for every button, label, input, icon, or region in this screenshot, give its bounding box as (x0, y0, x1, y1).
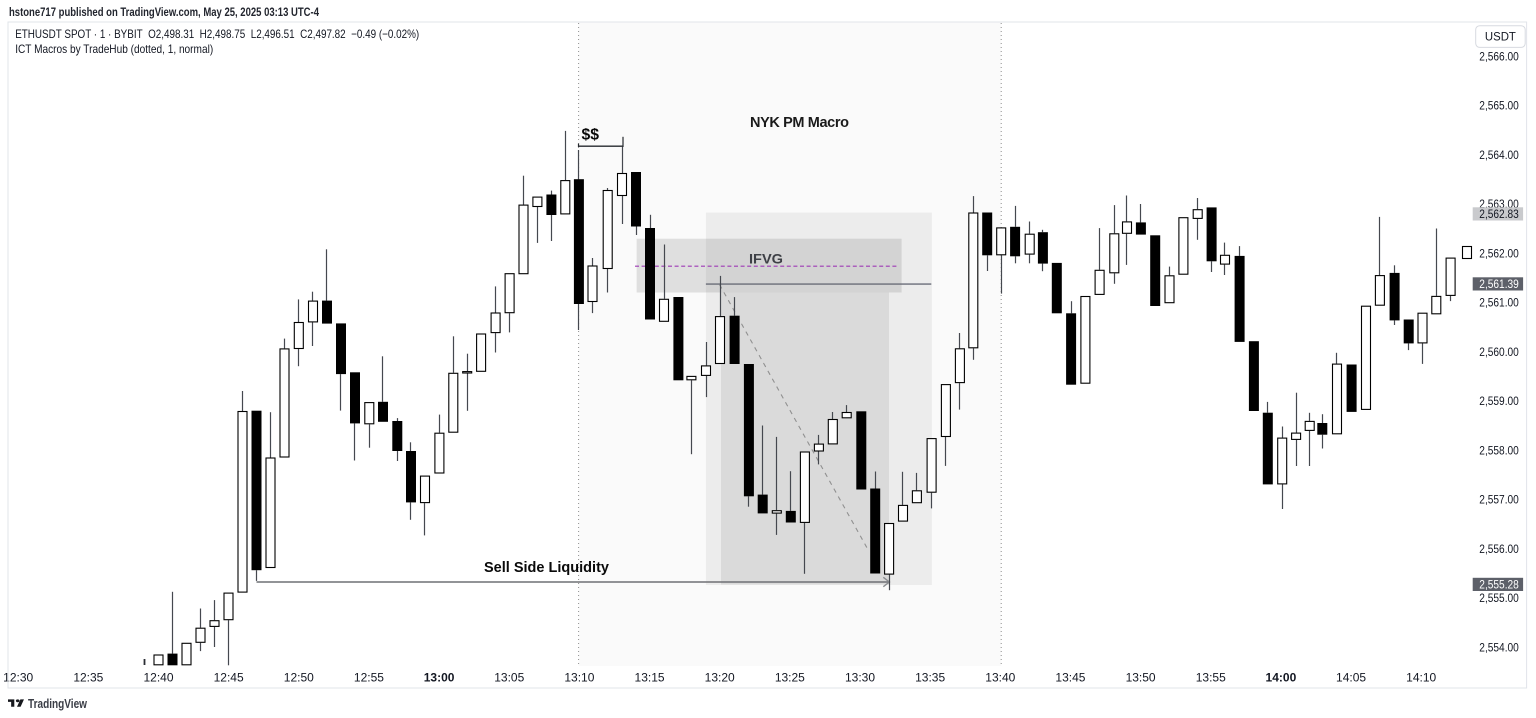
svg-text:14:05: 14:05 (1336, 671, 1366, 685)
svg-text:13:40: 13:40 (985, 671, 1015, 685)
svg-text:14:10: 14:10 (1406, 671, 1436, 685)
svg-text:2,561.39: 2,561.39 (1479, 279, 1519, 291)
svg-text:TradingView: TradingView (28, 696, 88, 711)
svg-text:2,559.00: 2,559.00 (1479, 396, 1519, 408)
svg-text:2,561.00: 2,561.00 (1479, 298, 1519, 310)
svg-text:2,560.00: 2,560.00 (1479, 347, 1519, 359)
svg-text:2,555.00: 2,555.00 (1479, 593, 1519, 605)
svg-text:14:00: 14:00 (1266, 671, 1297, 685)
svg-text:13:00: 13:00 (424, 671, 455, 685)
svg-text:13:50: 13:50 (1126, 671, 1156, 685)
svg-text:13:10: 13:10 (564, 671, 594, 685)
svg-text:13:25: 13:25 (775, 671, 805, 685)
svg-text:13:45: 13:45 (1055, 671, 1085, 685)
svg-text:13:35: 13:35 (915, 671, 945, 685)
svg-text:2,555.28: 2,555.28 (1479, 580, 1519, 592)
svg-text:12:50: 12:50 (284, 671, 314, 685)
svg-text:$$: $$ (582, 127, 600, 144)
svg-text:NYK PM Macro: NYK PM Macro (750, 115, 849, 131)
svg-text:13:20: 13:20 (705, 671, 735, 685)
svg-text:13:05: 13:05 (494, 671, 524, 685)
svg-text:12:55: 12:55 (354, 671, 384, 685)
svg-text:12:45: 12:45 (214, 671, 244, 685)
svg-text:Sell Side Liquidity: Sell Side Liquidity (484, 560, 609, 576)
svg-text:12:40: 12:40 (143, 671, 173, 685)
svg-text:hstone717 published on Trading: hstone717 published on TradingView.com, … (9, 5, 319, 19)
svg-text:12:35: 12:35 (73, 671, 103, 685)
svg-text:13:30: 13:30 (845, 671, 875, 685)
svg-text:2,556.00: 2,556.00 (1479, 544, 1519, 556)
svg-text:2,562.83: 2,562.83 (1479, 209, 1519, 221)
svg-text:2,557.00: 2,557.00 (1479, 495, 1519, 507)
svg-text:2,562.00: 2,562.00 (1479, 248, 1519, 260)
svg-text:12:30: 12:30 (3, 671, 33, 685)
svg-text:IFVG: IFVG (749, 252, 783, 267)
svg-text:ICT Macros by TradeHub (dotted: ICT Macros by TradeHub (dotted, 1, norma… (15, 42, 213, 56)
svg-text:USDT: USDT (1485, 32, 1516, 44)
svg-text:ETHUSDT SPOT · 1 · BYBIT O2,4: ETHUSDT SPOT · 1 · BYBIT O2,498.31 H2,49… (15, 27, 419, 41)
svg-text:2,565.00: 2,565.00 (1479, 101, 1519, 113)
svg-text:13:55: 13:55 (1196, 671, 1226, 685)
svg-text:2,564.00: 2,564.00 (1479, 150, 1519, 162)
svg-text:2,554.00: 2,554.00 (1479, 642, 1519, 654)
svg-text:13:15: 13:15 (635, 671, 665, 685)
svg-text:2,566.00: 2,566.00 (1479, 52, 1519, 64)
svg-text:2,558.00: 2,558.00 (1479, 445, 1519, 457)
